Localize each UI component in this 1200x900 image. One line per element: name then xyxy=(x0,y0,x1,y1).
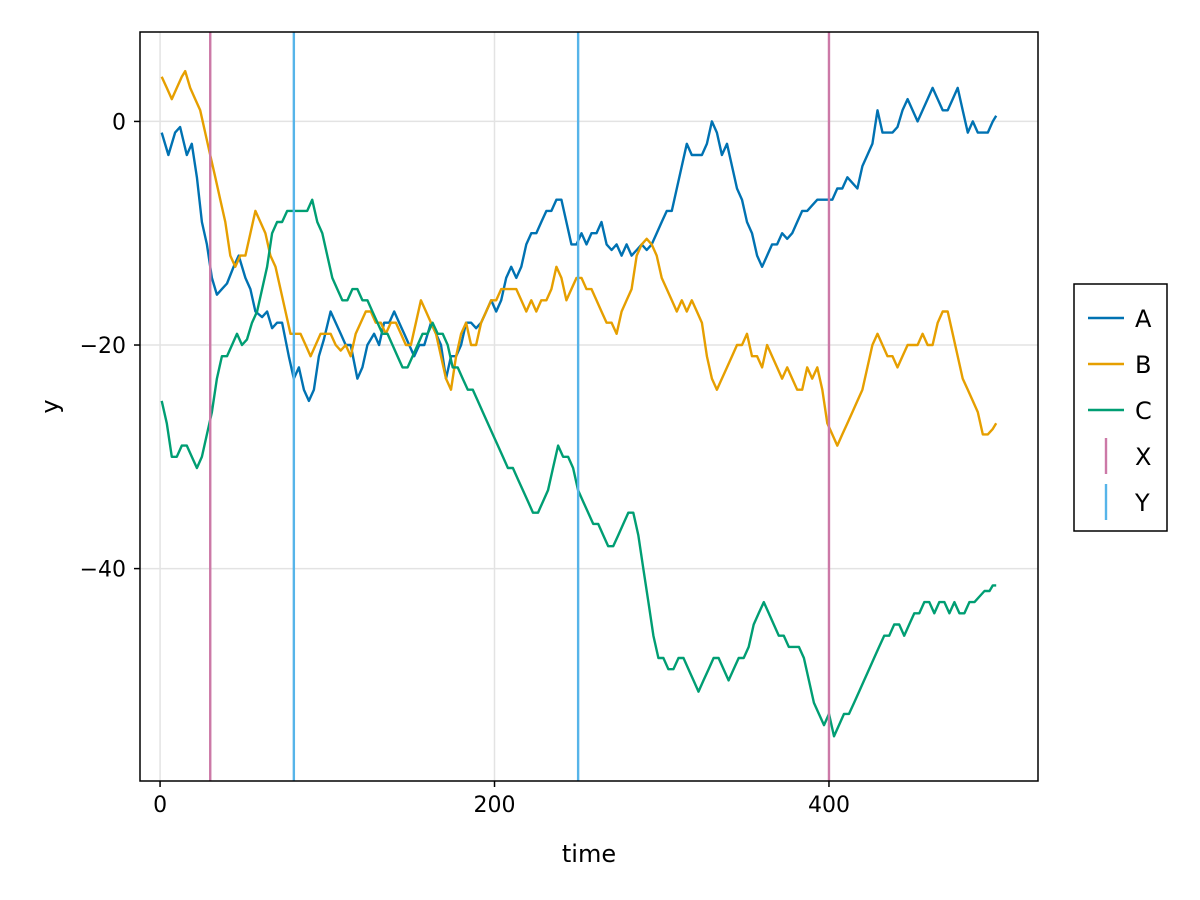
legend-label-a: A xyxy=(1135,305,1152,333)
x-axis-label: time xyxy=(562,840,616,868)
y-tick-label: −20 xyxy=(80,334,126,359)
series-line-c xyxy=(160,198,997,738)
x-tick-label: 400 xyxy=(808,793,850,818)
plot-frame xyxy=(139,31,1039,782)
y-axis-ticks: 0 −20 −40 xyxy=(80,110,140,583)
legend-label-b: B xyxy=(1135,351,1151,379)
y-tick-label: −40 xyxy=(80,558,126,583)
y-tick-label: 0 xyxy=(112,110,126,135)
legend-box xyxy=(1073,283,1168,532)
legend-label-y: Y xyxy=(1134,489,1150,517)
y-axis-label: y xyxy=(36,399,64,413)
series-line-a xyxy=(160,86,998,403)
x-tick-label: 200 xyxy=(474,793,516,818)
vertical-lines xyxy=(209,32,831,781)
legend-label-c: C xyxy=(1135,397,1152,425)
grid xyxy=(140,32,1038,781)
x-tick-label: 0 xyxy=(153,793,167,818)
legend-label-x: X xyxy=(1135,443,1151,471)
x-axis-ticks: 0 200 400 xyxy=(153,781,850,818)
